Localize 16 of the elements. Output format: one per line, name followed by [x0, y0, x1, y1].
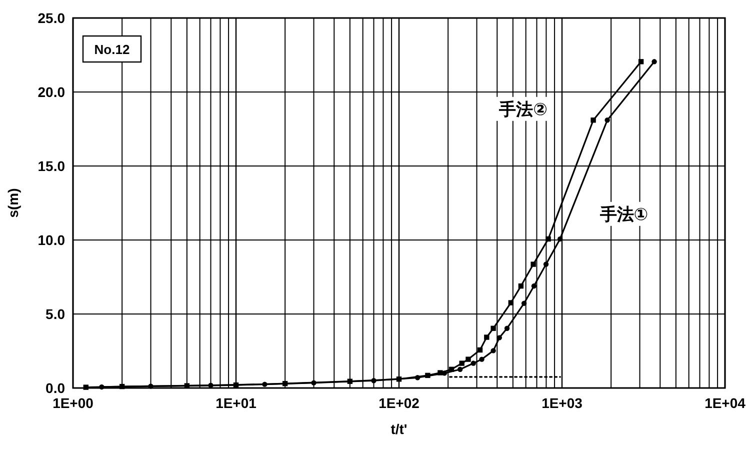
x-tick-label: 1E+03: [542, 395, 583, 411]
y-tick-label: 5.0: [46, 306, 66, 322]
y-tick-label: 0.0: [46, 380, 66, 396]
x-tick-label: 1E+00: [52, 395, 94, 411]
x-tick-label: 1E+02: [378, 395, 420, 411]
series-label: 手法①: [598, 204, 648, 224]
y-axis-title: s(m): [5, 188, 21, 218]
annotation: No.12: [94, 42, 130, 57]
y-tick-label: 25.0: [38, 10, 66, 26]
text: 手法②: [498, 100, 548, 119]
x-tick-label: 1E+01: [216, 395, 257, 411]
y-tick-label: 10.0: [38, 232, 66, 248]
x-tick-label: 1E+04: [704, 395, 746, 411]
y-tick-label: 20.0: [38, 84, 66, 100]
x-axis-title: t/t': [390, 421, 408, 437]
y-tick-label: 15.0: [38, 158, 66, 174]
